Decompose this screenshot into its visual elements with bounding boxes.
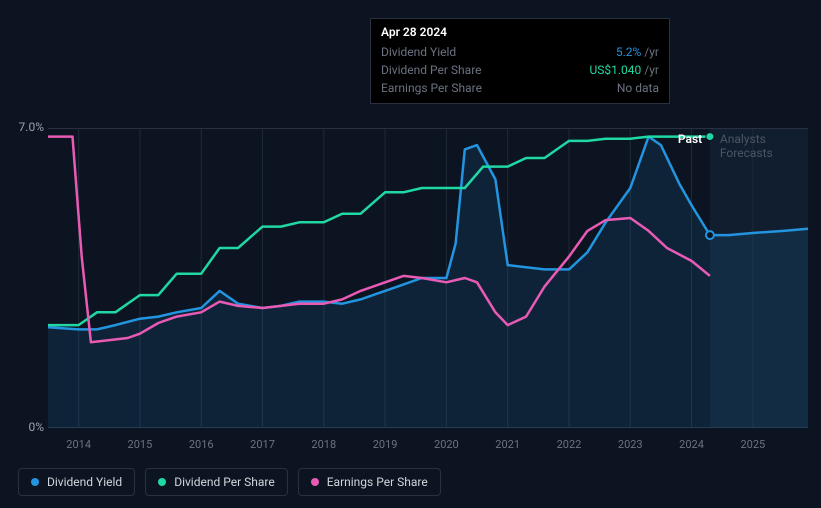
tooltip-row-label: Earnings Per Share	[381, 79, 482, 97]
forecast-label: Analysts Forecasts	[720, 132, 821, 160]
tooltip-row: Earnings Per Share No data	[381, 79, 659, 97]
tooltip-row-value: US$1.040	[590, 63, 642, 77]
legend-item[interactable]: Dividend Yield	[18, 468, 135, 496]
x-axis-label: 2014	[66, 438, 91, 451]
chart-plot	[48, 128, 808, 428]
legend-item[interactable]: Earnings Per Share	[298, 468, 441, 496]
tooltip-row-value: No data	[617, 81, 659, 95]
x-axis-label: 2022	[557, 438, 582, 451]
tooltip-row-unit: /yr	[644, 63, 659, 77]
legend-dot-icon	[158, 478, 166, 486]
tooltip-date: Apr 28 2024	[381, 25, 659, 39]
x-axis-label: 2019	[373, 438, 398, 451]
tooltip-row-unit: /yr	[644, 45, 659, 59]
x-axis-label: 2016	[189, 438, 214, 451]
x-axis-label: 2015	[128, 438, 153, 451]
legend-item[interactable]: Dividend Per Share	[145, 468, 288, 496]
x-axis-label: 2025	[740, 438, 765, 451]
y-axis-label: 7.0%	[10, 120, 44, 134]
legend-dot-icon	[31, 478, 39, 486]
legend-label: Dividend Yield	[47, 475, 122, 489]
x-axis-label: 2017	[250, 438, 275, 451]
x-axis-label: 2024	[679, 438, 704, 451]
legend-label: Dividend Per Share	[174, 475, 275, 489]
tooltip-row-label: Dividend Yield	[381, 43, 456, 61]
legend-label: Earnings Per Share	[327, 475, 428, 489]
y-axis-label: 0%	[10, 420, 44, 434]
dividend-yield-area	[48, 137, 808, 428]
legend: Dividend Yield Dividend Per Share Earnings…	[18, 468, 441, 496]
tooltip-row-value: 5.2%	[616, 45, 641, 59]
hover-tooltip: Apr 28 2024 Dividend Yield5.2%/yrDividen…	[370, 18, 670, 104]
past-label: Past	[678, 132, 702, 146]
marker-dy	[706, 231, 714, 239]
x-axis-label: 2023	[618, 438, 643, 451]
tooltip-row: Dividend Yield 5.2%/yr	[381, 43, 659, 61]
x-axis-label: 2020	[434, 438, 459, 451]
tooltip-row-label: Dividend Per Share	[381, 61, 482, 79]
tooltip-row: Dividend Per Share US$1.040/yr	[381, 61, 659, 79]
x-axis-label: 2021	[495, 438, 520, 451]
legend-dot-icon	[311, 478, 319, 486]
marker-dps	[706, 133, 714, 141]
chart-container: Apr 28 2024 Dividend Yield5.2%/yrDividen…	[0, 0, 821, 508]
x-axis-label: 2018	[311, 438, 336, 451]
